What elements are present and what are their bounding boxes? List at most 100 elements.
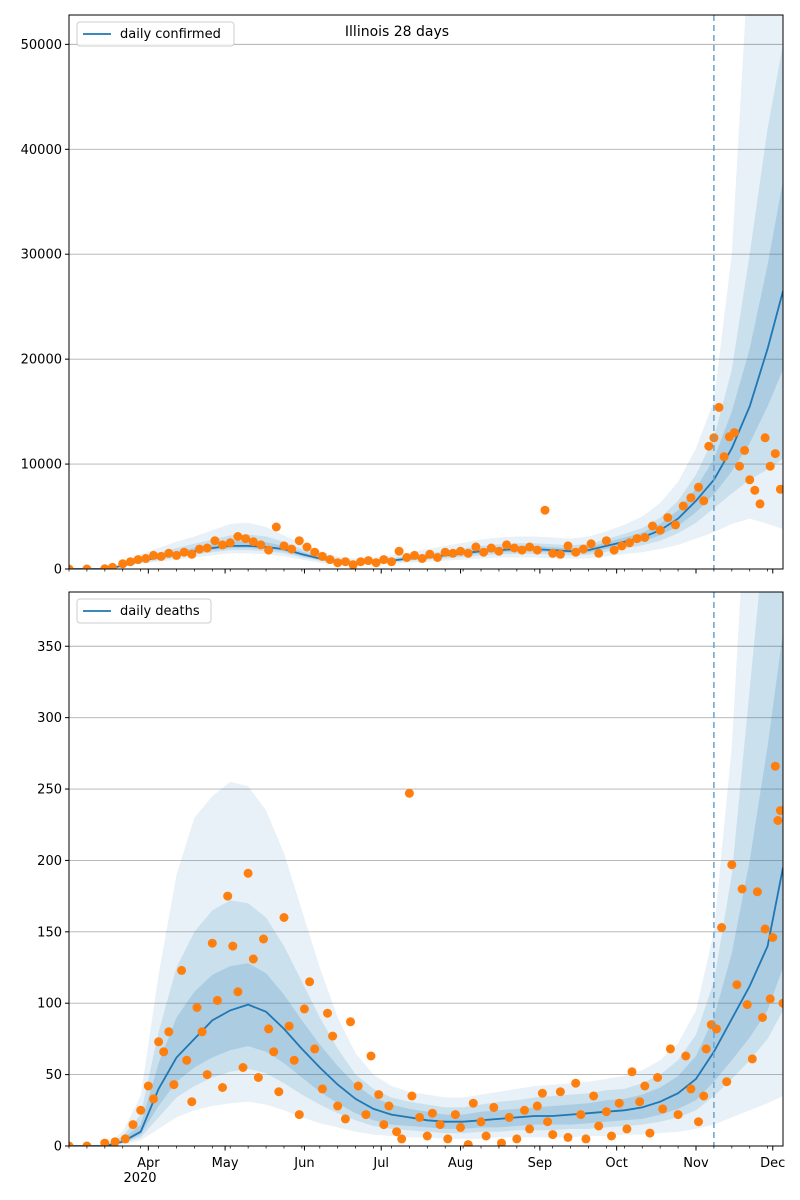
data-point bbox=[340, 1114, 350, 1124]
data-point bbox=[136, 1105, 146, 1115]
data-point bbox=[548, 548, 558, 558]
data-point bbox=[486, 543, 496, 553]
data-point bbox=[346, 1017, 355, 1027]
data-point bbox=[323, 1008, 332, 1018]
data-point bbox=[133, 555, 143, 565]
data-point bbox=[435, 1120, 445, 1130]
data-point bbox=[310, 1044, 320, 1054]
data-point bbox=[504, 1112, 514, 1122]
data-point bbox=[537, 1088, 547, 1098]
data-point bbox=[218, 540, 227, 550]
data-point bbox=[704, 441, 714, 451]
data-point bbox=[271, 522, 281, 532]
data-point bbox=[149, 1094, 158, 1104]
panel-deaths: 0 50 100 150 200 250 300 350 Apr May Jun Jul Aug Sep… bbox=[37, 591, 785, 1186]
panel-confirmed: 0 10000 20000 30000 40000 50000 Illinois 28 d… bbox=[21, 14, 784, 578]
y-tick-label: 100 bbox=[37, 997, 62, 1012]
legend-deaths: daily deaths bbox=[76, 598, 212, 624]
data-point bbox=[248, 537, 258, 547]
data-point bbox=[778, 998, 783, 1008]
data-point bbox=[340, 557, 350, 567]
data-point bbox=[655, 525, 665, 535]
data-point bbox=[202, 1070, 212, 1080]
data-point bbox=[717, 923, 727, 932]
data-point bbox=[284, 1021, 294, 1031]
data-point bbox=[143, 1081, 153, 1091]
data-point bbox=[497, 1138, 506, 1146]
data-point bbox=[69, 564, 74, 569]
data-point bbox=[740, 445, 750, 455]
data-point bbox=[243, 868, 253, 878]
data-point bbox=[110, 1137, 120, 1146]
data-point bbox=[264, 1024, 274, 1034]
data-point bbox=[310, 547, 320, 557]
data-point bbox=[379, 555, 389, 565]
data-point bbox=[609, 545, 619, 555]
data-point bbox=[601, 1107, 611, 1117]
data-point bbox=[548, 1130, 558, 1140]
data-point bbox=[722, 1077, 732, 1087]
uncertainty-band-inner bbox=[69, 632, 783, 1146]
data-point bbox=[450, 1110, 460, 1120]
data-point bbox=[410, 550, 419, 560]
y-tick-label: 10000 bbox=[21, 458, 62, 473]
data-point bbox=[601, 536, 611, 546]
data-point bbox=[287, 544, 297, 554]
data-point bbox=[392, 1127, 402, 1137]
data-point bbox=[765, 461, 775, 471]
data-point bbox=[653, 1073, 663, 1082]
data-point bbox=[532, 1101, 542, 1111]
data-point bbox=[172, 550, 181, 560]
data-point bbox=[729, 428, 739, 438]
data-point bbox=[755, 499, 765, 509]
data-point bbox=[563, 1132, 573, 1142]
data-point bbox=[768, 933, 778, 942]
data-point bbox=[299, 1004, 309, 1014]
data-point bbox=[238, 1063, 248, 1072]
data-point bbox=[640, 533, 650, 542]
y-tick-label: 300 bbox=[37, 711, 62, 726]
data-point bbox=[456, 546, 465, 556]
data-point bbox=[248, 954, 258, 964]
data-point bbox=[594, 1121, 604, 1131]
data-point bbox=[212, 995, 222, 1005]
y-tick-label: 350 bbox=[37, 640, 62, 655]
data-point bbox=[747, 1054, 757, 1064]
data-point bbox=[279, 541, 289, 551]
data-point bbox=[532, 545, 542, 555]
x-year-label: 2020 bbox=[123, 1171, 156, 1186]
data-point bbox=[241, 534, 251, 544]
data-point bbox=[520, 1105, 529, 1115]
data-point bbox=[594, 548, 604, 558]
data-point bbox=[118, 559, 128, 569]
data-point bbox=[353, 1081, 363, 1091]
legend-label-deaths: daily deaths bbox=[120, 604, 200, 619]
data-point bbox=[686, 493, 696, 503]
data-point bbox=[374, 1090, 384, 1100]
data-point bbox=[149, 550, 158, 560]
data-point bbox=[225, 538, 235, 548]
data-point bbox=[427, 1108, 437, 1118]
data-point bbox=[750, 485, 760, 495]
data-point bbox=[233, 532, 243, 541]
data-point bbox=[770, 761, 780, 771]
data-point bbox=[218, 1083, 227, 1092]
data-point bbox=[571, 547, 581, 557]
y-tick-label: 50 bbox=[45, 1068, 62, 1083]
data-point bbox=[302, 542, 312, 552]
data-point bbox=[737, 884, 747, 894]
data-point bbox=[177, 965, 187, 975]
data-point bbox=[305, 977, 315, 987]
data-point bbox=[658, 1104, 668, 1114]
data-point bbox=[735, 461, 744, 471]
data-point bbox=[253, 1073, 263, 1082]
axes-frame-confirmed bbox=[68, 14, 784, 570]
data-point bbox=[264, 545, 274, 555]
data-point bbox=[371, 558, 381, 568]
data-point bbox=[678, 501, 688, 511]
data-point bbox=[279, 913, 289, 922]
data-point bbox=[259, 934, 268, 944]
data-point bbox=[195, 544, 204, 554]
data-point bbox=[187, 1097, 197, 1107]
